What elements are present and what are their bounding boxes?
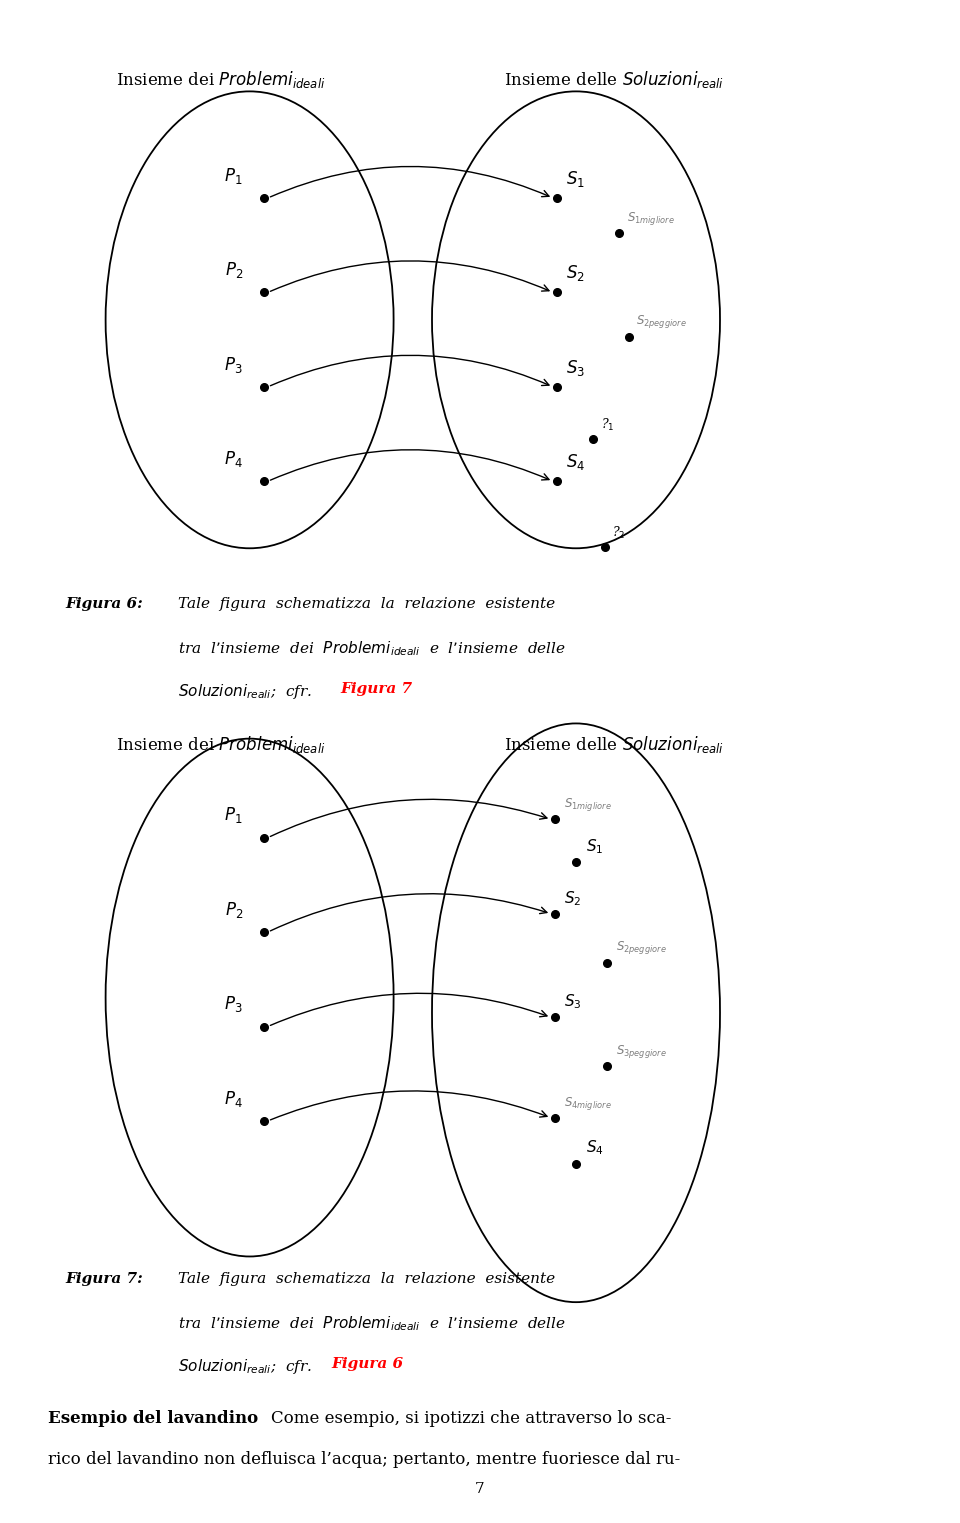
FancyArrowPatch shape: [271, 166, 549, 196]
Text: $P_4$: $P_4$: [225, 449, 243, 469]
Text: Tale  figura  schematizza  la  relazione  esistente: Tale figura schematizza la relazione esi…: [178, 1272, 555, 1285]
Text: Insieme delle $\mathit{Soluzioni}_{\mathit{reali}}$: Insieme delle $\mathit{Soluzioni}_{\math…: [504, 69, 725, 90]
Text: $S_2$: $S_2$: [566, 263, 586, 283]
Text: $S_3$: $S_3$: [566, 358, 586, 378]
Text: Esempio del lavandino: Esempio del lavandino: [48, 1410, 258, 1427]
Text: $S_2$: $S_2$: [564, 889, 582, 908]
FancyArrowPatch shape: [271, 1090, 547, 1119]
Text: rico del lavandino non defluisca l’acqua; pertanto, mentre fuoriesce dal ru-: rico del lavandino non defluisca l’acqua…: [48, 1451, 681, 1468]
Text: $S_{4migliore}$: $S_{4migliore}$: [564, 1095, 612, 1112]
Text: Insieme dei $\mathit{Problemi}_{\mathit{ideali}}$: Insieme dei $\mathit{Problemi}_{\mathit{…: [116, 69, 325, 90]
FancyArrowPatch shape: [271, 993, 547, 1025]
Text: $\mathit{Soluzioni}_{\mathit{reali}}$;  cfr.: $\mathit{Soluzioni}_{\mathit{reali}}$; c…: [178, 1357, 318, 1375]
Text: $P_1$: $P_1$: [225, 166, 243, 186]
Text: $S_{3peggiore}$: $S_{3peggiore}$: [616, 1043, 667, 1060]
Text: $S_{1migliore}$: $S_{1migliore}$: [564, 797, 612, 813]
Text: $P_1$: $P_1$: [225, 806, 243, 825]
Text: $P_3$: $P_3$: [225, 995, 243, 1014]
Text: tra  l’insieme  dei  $\mathit{Problemi}_{\mathit{ideali}}$  e  l’insieme  delle: tra l’insieme dei $\mathit{Problemi}_{\m…: [178, 1314, 565, 1333]
Text: $S_{2peggiore}$: $S_{2peggiore}$: [616, 940, 667, 956]
FancyArrowPatch shape: [271, 800, 547, 836]
Text: $S_{1migliore}$: $S_{1migliore}$: [627, 210, 675, 227]
Text: Figura 7: Figura 7: [341, 682, 413, 696]
FancyArrowPatch shape: [271, 355, 549, 385]
Text: Figura 6: Figura 6: [331, 1357, 403, 1371]
Text: Insieme delle $\mathit{Soluzioni}_{\mathit{reali}}$: Insieme delle $\mathit{Soluzioni}_{\math…: [504, 734, 725, 755]
Text: $P_2$: $P_2$: [225, 260, 243, 280]
Text: $P_2$: $P_2$: [225, 900, 243, 920]
Text: $S_1$: $S_1$: [566, 169, 586, 189]
Text: 7: 7: [475, 1482, 485, 1496]
Text: Tale  figura  schematizza  la  relazione  esistente: Tale figura schematizza la relazione esi…: [178, 597, 555, 611]
FancyArrowPatch shape: [271, 449, 549, 480]
Text: ?$_2$: ?$_2$: [612, 524, 626, 541]
Text: $S_4$: $S_4$: [586, 1139, 604, 1157]
Text: $S_1$: $S_1$: [586, 838, 603, 856]
FancyArrowPatch shape: [271, 260, 549, 291]
Text: $S_4$: $S_4$: [566, 452, 586, 472]
Text: $P_4$: $P_4$: [225, 1089, 243, 1109]
Text: $P_3$: $P_3$: [225, 355, 243, 375]
Text: $\mathit{Soluzioni}_{\mathit{reali}}$;  cfr.: $\mathit{Soluzioni}_{\mathit{reali}}$; c…: [178, 682, 318, 701]
Text: Come esempio, si ipotizzi che attraverso lo sca-: Come esempio, si ipotizzi che attraverso…: [271, 1410, 671, 1427]
Text: Figura 7:: Figura 7:: [65, 1272, 143, 1285]
Text: Figura 6:: Figura 6:: [65, 597, 143, 611]
Text: ?$_1$: ?$_1$: [601, 416, 614, 433]
Text: tra  l’insieme  dei  $\mathit{Problemi}_{\mathit{ideali}}$  e  l’insieme  delle: tra l’insieme dei $\mathit{Problemi}_{\m…: [178, 640, 565, 658]
Text: Insieme dei $\mathit{Problemi}_{\mathit{ideali}}$: Insieme dei $\mathit{Problemi}_{\mathit{…: [116, 734, 325, 755]
Text: $S_3$: $S_3$: [564, 993, 582, 1011]
FancyArrowPatch shape: [271, 894, 547, 931]
Text: $S_{2peggiore}$: $S_{2peggiore}$: [636, 314, 687, 330]
